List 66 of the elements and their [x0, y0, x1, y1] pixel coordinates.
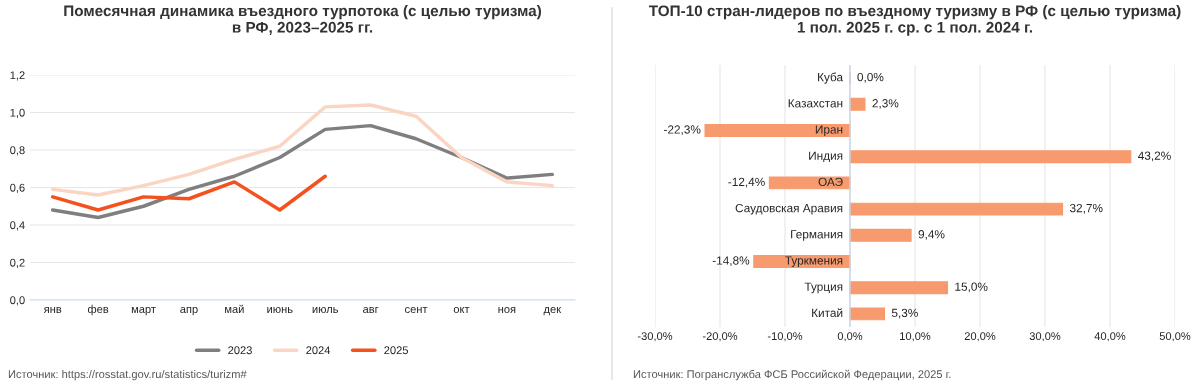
- x-tick-label: ноя: [498, 306, 516, 314]
- y-tick-label: Саудовская Аравия: [735, 203, 843, 215]
- bar: [849, 228, 912, 242]
- y-tick-label: Казахстан: [788, 99, 843, 108]
- y-tick-label: Куба: [818, 72, 844, 84]
- bar: [849, 202, 1064, 216]
- y-tick-label: 1,0: [10, 108, 25, 118]
- x-tick-label: 50,0%: [1159, 332, 1191, 342]
- data-label: 5,3%: [891, 308, 918, 319]
- y-tick-label: Турция: [804, 282, 843, 294]
- data-label: 2,3%: [872, 99, 899, 109]
- y-tick-label: 0,8: [10, 146, 25, 156]
- x-tick-label: март: [131, 306, 156, 316]
- x-tick-label: дек: [543, 306, 562, 316]
- line-series: [50, 103, 555, 197]
- x-tick-label: -30,0%: [637, 332, 673, 342]
- y-tick-label: Туркмения: [785, 256, 843, 267]
- data-label: -12,4%: [728, 177, 765, 188]
- line-series: [50, 174, 327, 212]
- data-label: -22,3%: [664, 125, 701, 136]
- chart-title: Помесячная динамика въездного турпотока (с целью туризма) в РФ, 2023–2025 гг.: [64, 5, 541, 35]
- data-label: 43,2%: [1138, 151, 1171, 162]
- x-tick-label: 30,0%: [1029, 332, 1061, 342]
- data-label: 32,7%: [1069, 203, 1103, 214]
- x-tick-label: окт: [453, 306, 470, 314]
- y-tick-label: Китай: [812, 308, 843, 318]
- x-tick-label: янв: [43, 307, 62, 313]
- x-tick-label: 20,0%: [964, 332, 996, 342]
- data-label: -14,8%: [712, 256, 750, 267]
- x-tick-label: июль: [312, 306, 339, 314]
- data-label: 15,0%: [955, 282, 988, 293]
- x-tick-label: -10,0%: [767, 332, 803, 342]
- x-tick-label: сент: [405, 306, 428, 314]
- x-tick-label: 0,0%: [837, 332, 863, 342]
- data-label: 9,4%: [918, 230, 945, 240]
- y-tick-label: ОАЭ: [818, 177, 843, 187]
- x-tick-label: 10,0%: [900, 332, 931, 342]
- y-tick-label: Германия: [791, 230, 843, 241]
- y-tick-label: 1,2: [10, 71, 25, 81]
- bar: [768, 176, 851, 190]
- x-tick-label: 40,0%: [1094, 332, 1126, 342]
- legend-label: 2023: [228, 346, 252, 355]
- y-tick-label: Иран: [815, 125, 843, 136]
- y-tick-label: 0,6: [10, 183, 25, 193]
- x-tick-label: фев: [87, 304, 109, 316]
- y-tick-label: 0,4: [10, 221, 25, 231]
- x-tick-label: авг: [363, 306, 379, 314]
- x-tick-label: апр: [180, 306, 198, 316]
- x-tick-label: май: [225, 304, 244, 314]
- x-tick-label: июнь: [267, 306, 293, 314]
- text: Источник: https://rosstat.gov.ru/statistics/turizm#: [8, 369, 247, 381]
- legend-label: 2024: [306, 346, 331, 355]
- data-label: 0,0%: [857, 72, 884, 83]
- y-tick-label: Индия: [809, 151, 843, 163]
- bar: [849, 150, 1132, 164]
- text: Источник: Погранслужба ФСБ Российской Федерации, 2025 г.: [633, 369, 951, 381]
- bar: [704, 124, 851, 137]
- bar: [849, 97, 866, 111]
- y-tick-label: 0,0: [10, 296, 25, 306]
- legend-label: 2025: [384, 346, 408, 355]
- bar: [849, 307, 886, 321]
- bar: [849, 281, 949, 295]
- chart-title: ТОП-10 стран-лидеров по въездному туризму в РФ (с целью туризма) 1 пол. 2025 г. ср. с 1 пол. 2024 г.: [648, 5, 1181, 36]
- y-tick-label: 0,2: [10, 258, 25, 268]
- x-tick-label: -20,0%: [702, 332, 738, 342]
- line-series: [50, 123, 555, 220]
